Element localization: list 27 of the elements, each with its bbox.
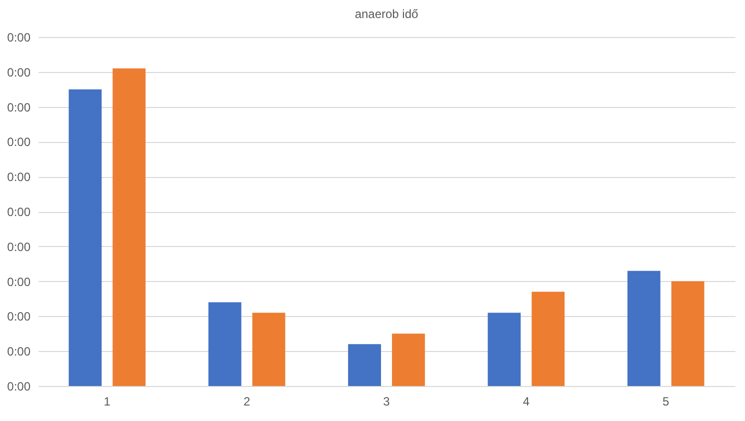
bar xyxy=(252,312,286,386)
x-tick-label: 1 xyxy=(104,394,111,408)
bar xyxy=(208,302,242,386)
bar xyxy=(392,334,425,386)
x-tick-label: 3 xyxy=(383,394,390,408)
y-tick-label: 0:00 xyxy=(7,205,31,219)
y-tick-label: 0:00 xyxy=(7,240,31,254)
bar xyxy=(68,89,102,386)
bar xyxy=(488,312,521,386)
y-tick-label: 0:00 xyxy=(7,100,31,114)
y-tick-label: 0:00 xyxy=(7,170,31,184)
y-tick-label: 0:00 xyxy=(7,65,31,80)
y-tick-label: 0:00 xyxy=(7,274,31,289)
chart-title: anaerob idő xyxy=(354,7,419,21)
y-tick-label: 0:00 xyxy=(7,380,31,394)
bar xyxy=(112,68,146,386)
y-tick-label: 0:00 xyxy=(7,344,31,359)
y-tick-label: 0:00 xyxy=(7,135,31,150)
bar xyxy=(671,281,704,386)
y-tick-label: 0:00 xyxy=(7,30,31,44)
bar xyxy=(348,344,382,386)
x-tick-label: 2 xyxy=(243,394,250,408)
x-tick-label: 4 xyxy=(522,394,530,408)
y-tick-label: 0:00 xyxy=(7,310,31,324)
x-tick-label: 5 xyxy=(662,394,670,408)
bar xyxy=(627,270,660,386)
bar xyxy=(532,292,565,386)
